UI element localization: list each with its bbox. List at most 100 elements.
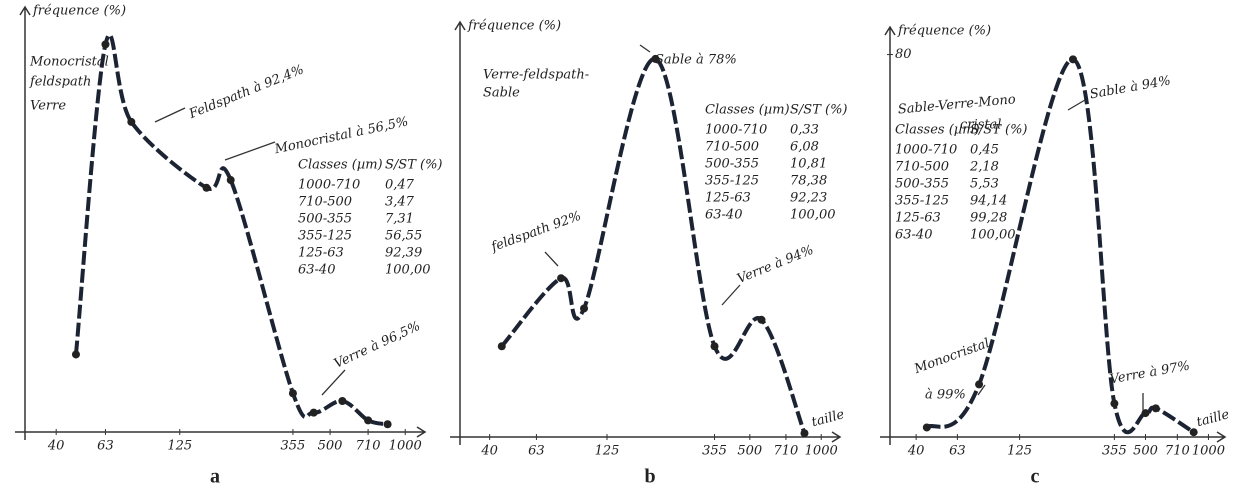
table-cell: 99,28 (970, 211, 1007, 226)
annotation: cristal (960, 118, 1001, 133)
x-tick-label: 710 (356, 439, 381, 454)
x-tick-label: 125 (167, 439, 192, 454)
table-cell: 10,81 (790, 157, 827, 172)
annotation: Monocristal (29, 55, 109, 70)
table-cell: 63-40 (895, 228, 932, 243)
table-header: S/ST (%) (970, 123, 1028, 138)
table-header: Classes (µm) (298, 158, 383, 173)
point (710, 342, 719, 351)
x-tick-label: 355 (702, 444, 727, 459)
x-tick-label: 710 (774, 444, 799, 459)
point (288, 389, 297, 398)
table-cell: 710-500 (705, 140, 759, 155)
x-tick-label: 710 (1165, 444, 1190, 459)
table-cell: 94,14 (970, 194, 1007, 209)
x-tick-label: 1000 (1192, 444, 1225, 459)
arrow (544, 251, 559, 267)
annotation: Verre (30, 99, 66, 114)
annotation: Verre à 97% (1109, 359, 1191, 388)
arrow (1067, 99, 1086, 111)
point (364, 416, 373, 425)
point (975, 380, 984, 389)
table-cell: 63-40 (705, 208, 742, 223)
x-tick-label: 40 (47, 439, 65, 454)
x-tick-label: 355 (281, 439, 306, 454)
table-header: Classes (µm) (895, 123, 980, 138)
panel-label: a (210, 466, 220, 488)
point (202, 183, 211, 192)
point (1151, 404, 1160, 413)
x-tick-label: 40 (907, 444, 925, 459)
annotation: Verre à 96,5% (332, 319, 423, 372)
table-cell: 100,00 (970, 228, 1016, 243)
table-cell: 2,18 (969, 160, 999, 175)
panel-label: c (1031, 466, 1040, 488)
x-tick-label: 500 (318, 439, 343, 454)
annotation: Sable à 78% (655, 53, 737, 68)
point (338, 396, 347, 405)
table-cell: 6,08 (790, 140, 819, 155)
point (557, 274, 566, 283)
y-axis-label: fréquence (%) (32, 4, 126, 19)
table-cell: 500-355 (705, 157, 759, 172)
table-header: S/ST (%) (385, 158, 443, 173)
point (651, 54, 660, 63)
table-cell: 125-63 (298, 246, 344, 261)
point (1110, 399, 1119, 408)
y-axis (454, 20, 466, 445)
table-cell: 0,45 (970, 143, 999, 158)
x-tick-label: 355 (1102, 444, 1127, 459)
table-cell: 710-500 (895, 160, 949, 175)
x-axis (450, 431, 842, 443)
curve (925, 57, 1195, 435)
arrow (977, 384, 986, 396)
x-axis (15, 426, 427, 438)
y-axis (884, 25, 896, 445)
point (580, 304, 589, 313)
table-cell: 125-63 (705, 191, 751, 206)
annotation: Monocristal (911, 336, 991, 377)
table-cell: 355-125 (895, 194, 949, 209)
table-cell: 3,47 (385, 195, 415, 210)
table-cell: 1000-710 (298, 178, 360, 193)
point (383, 420, 392, 429)
point (71, 350, 80, 359)
arrow (639, 44, 651, 53)
point (127, 117, 136, 126)
annotation: Verre-feldspath- (483, 68, 589, 83)
y-axis (19, 5, 31, 440)
x-tick-label: 500 (737, 444, 762, 459)
table-cell: 7,31 (385, 212, 414, 227)
point (757, 315, 766, 324)
x-tick-label: 63 (97, 439, 114, 454)
table-cell: 100,00 (385, 263, 431, 278)
annotation: Monocristal à 56,5% (272, 114, 409, 157)
table-cell: 500-355 (298, 212, 352, 227)
annotation: feldspath (29, 75, 91, 90)
table-header: S/ST (%) (790, 103, 848, 118)
point (497, 342, 506, 351)
point (800, 429, 809, 438)
x-tick-label: 63 (949, 444, 966, 459)
table-cell: 92,39 (385, 246, 422, 261)
table-cell: 0,33 (790, 123, 819, 138)
point (1068, 55, 1077, 64)
y-axis-label: fréquence (%) (467, 19, 561, 34)
arrow (224, 141, 276, 161)
annotation: Feldspath à 92,4% (186, 62, 306, 122)
annotation: Sable (483, 86, 520, 101)
y-axis-label: fréquence (%) (897, 24, 991, 39)
table-cell: 100,00 (790, 208, 836, 223)
table-cell: 710-500 (298, 195, 352, 210)
x-tick-label: 1000 (389, 439, 422, 454)
table-cell: 355-125 (705, 174, 759, 189)
annotation: Sable-Verre-Mono (897, 92, 1016, 117)
arrow (321, 369, 346, 396)
table-cell: 355-125 (298, 229, 352, 244)
arrow (721, 284, 741, 306)
table-cell: 1000-710 (895, 143, 957, 158)
x-tick-label: 125 (1007, 444, 1032, 459)
table-cell: 63-40 (298, 263, 335, 278)
annotation: Sable à 94% (1089, 73, 1172, 102)
